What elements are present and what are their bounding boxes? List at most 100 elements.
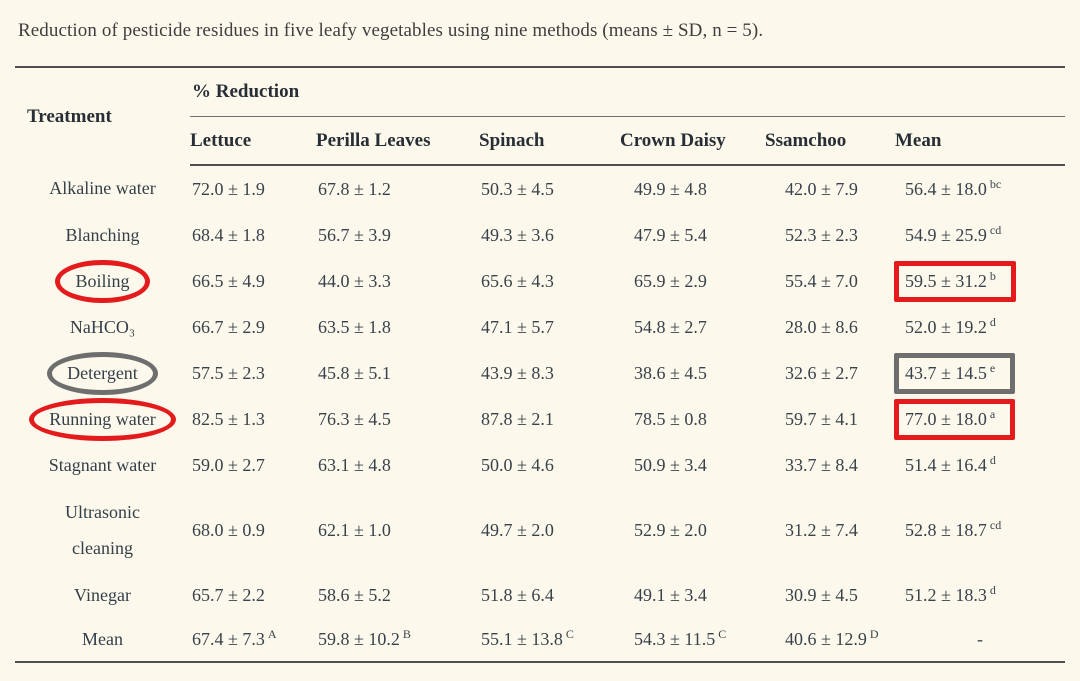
table-row: Blanching 68.4 ± 1.8 56.7 ± 3.9 49.3 ± 3.6 4… (15, 212, 1065, 258)
cell-value: 38.6 ± 4.5 (634, 362, 707, 383)
cell-value: 56.7 ± 3.9 (318, 224, 391, 245)
cell-value: 68.4 ± 1.8 (192, 224, 265, 245)
column-header-lettuce: Lettuce (190, 116, 316, 166)
value-cell: 31.2 ± 7.4 (765, 488, 895, 572)
treatment-label: Alkaline water (49, 178, 156, 198)
value-cell: 52.0 ± 19.2 d (895, 304, 1065, 350)
value-cell: 44.0 ± 3.3 (316, 258, 479, 304)
value-cell: 50.9 ± 3.4 (620, 442, 765, 488)
cell-value: 28.0 ± 8.6 (785, 316, 858, 337)
treatment-cell: Stagnant water (15, 442, 190, 488)
value-cell: 82.5 ± 1.3 (190, 396, 316, 442)
cell-value: 49.7 ± 2.0 (481, 519, 554, 540)
value-cell: 63.1 ± 4.8 (316, 442, 479, 488)
value-cell: 50.0 ± 4.6 (479, 442, 620, 488)
cell-value: 45.8 ± 5.1 (318, 362, 391, 383)
value-cell: 51.4 ± 16.4 d (895, 442, 1065, 488)
significance-superscript: B (402, 627, 411, 641)
table-row: Running water 82.5 ± 1.3 76.3 ± 4.5 87.8 ± … (15, 396, 1065, 442)
cell-value: 67.4 ± 7.3 A (192, 627, 277, 649)
percent-reduction-group-header: % Reduction (190, 67, 1066, 117)
value-cell: 68.4 ± 1.8 (190, 212, 316, 258)
value-cell: 51.8 ± 6.4 (479, 572, 620, 618)
treatment-column-header: Treatment (27, 105, 112, 127)
value-cell: 59.5 ± 31.2 b (894, 258, 1065, 304)
significance-superscript: D (869, 627, 879, 641)
value-cell: 66.7 ± 2.9 (190, 304, 316, 350)
cell-value: 57.5 ± 2.3 (192, 362, 265, 383)
cell-value: 40.6 ± 12.9 D (785, 627, 879, 649)
table-header: Treatment % Reduction Lettuce Perilla Le… (15, 67, 1066, 166)
column-header-crown-daisy: Crown Daisy (620, 116, 765, 166)
cell-value: 87.8 ± 2.1 (481, 408, 554, 429)
cell-value: 72.0 ± 1.9 (192, 178, 265, 199)
value-cell: 49.3 ± 3.6 (479, 212, 620, 258)
cell-value: 77.0 ± 18.0 a (893, 398, 1016, 440)
table-row: Alkaline water 72.0 ± 1.9 67.8 ± 1.2 50.3 ±… (15, 165, 1065, 212)
value-cell: 50.3 ± 4.5 (479, 165, 620, 212)
cell-value: 30.9 ± 4.5 (785, 584, 858, 605)
cell-value: 51.8 ± 6.4 (481, 584, 554, 605)
cell-value: 55.4 ± 7.0 (785, 270, 858, 291)
value-cell: 58.6 ± 5.2 (316, 572, 479, 618)
significance-superscript: C (565, 627, 574, 641)
table-body: Alkaline water 72.0 ± 1.9 67.8 ± 1.2 50.3 ±… (15, 165, 1065, 662)
value-cell: 49.9 ± 4.8 (620, 165, 765, 212)
value-cell: 67.4 ± 7.3 A (190, 618, 316, 662)
cell-value: 82.5 ± 1.3 (192, 408, 265, 429)
value-cell: 63.5 ± 1.8 (316, 304, 479, 350)
treatment-label: Stagnant water (48, 454, 157, 475)
treatment-cell: Mean (15, 618, 190, 662)
table-row: NaHCO₃ 66.7 ± 2.9 63.5 ± 1.8 47.1 ± 5.7 54.8… (15, 304, 1065, 350)
cell-value: 76.3 ± 4.5 (318, 408, 391, 429)
cell-value: 49.9 ± 4.8 (634, 178, 707, 199)
value-cell: 47.9 ± 5.4 (620, 212, 765, 258)
cell-value: 50.9 ± 3.4 (634, 454, 707, 475)
cell-value: 65.9 ± 2.9 (634, 270, 707, 291)
value-cell: 52.8 ± 18.7 cd (895, 488, 1065, 572)
value-cell: 28.0 ± 8.6 (765, 304, 895, 350)
cell-value: 52.9 ± 2.0 (634, 519, 707, 540)
value-cell: 77.0 ± 18.0 a (893, 396, 1065, 442)
treatment-cell: NaHCO₃ (15, 304, 190, 350)
significance-superscript: e (989, 360, 996, 375)
value-cell: 43.7 ± 14.5 e (893, 350, 1065, 396)
cell-value: 63.5 ± 1.8 (318, 316, 391, 337)
cell-value: 52.3 ± 2.3 (785, 224, 858, 245)
significance-superscript: bc (989, 176, 1002, 191)
significance-superscript: d (989, 314, 996, 329)
value-cell: 67.8 ± 1.2 (316, 165, 479, 212)
treatment-cell: Detergent (15, 350, 190, 396)
value-cell: 56.4 ± 18.0 bc (895, 165, 1065, 212)
cell-value: 31.2 ± 7.4 (785, 519, 858, 540)
column-header-ssamchoo: Ssamchoo (765, 116, 895, 166)
cell-value: 47.1 ± 5.7 (481, 316, 554, 337)
cell-value: 67.8 ± 1.2 (318, 178, 391, 199)
table-row: Boiling 66.5 ± 4.9 44.0 ± 3.3 65.6 ± 4.3 65.… (15, 258, 1065, 304)
cell-value: 58.6 ± 5.2 (318, 584, 391, 605)
table-row: Ultrasonic cleaning 68.0 ± 0.9 62.1 ± 1.0 4… (15, 488, 1065, 572)
treatment-label-circled: Running water (29, 397, 177, 441)
value-cell: 52.9 ± 2.0 (620, 488, 765, 572)
cell-value: 59.5 ± 31.2 b (894, 260, 1016, 302)
significance-superscript: b (989, 268, 996, 283)
value-cell: 40.6 ± 12.9 D (765, 618, 895, 662)
cell-value: 44.0 ± 3.3 (318, 270, 391, 291)
cell-value: 50.0 ± 4.6 (481, 454, 554, 475)
value-cell: 66.5 ± 4.9 (190, 258, 316, 304)
treatment-cell: Vinegar (15, 572, 190, 618)
treatment-label: Blanching (65, 224, 140, 245)
treatment-cell: Alkaline water (15, 165, 190, 212)
table-row: Detergent 57.5 ± 2.3 45.8 ± 5.1 43.9 ± 8.3 3… (15, 350, 1065, 396)
cell-value: 49.1 ± 3.4 (634, 584, 707, 605)
residues-table: Treatment % Reduction Lettuce Perilla Le… (15, 66, 1066, 663)
value-cell: 57.5 ± 2.3 (190, 350, 316, 396)
treatment-label-circled: Detergent (47, 351, 158, 395)
value-cell: 33.7 ± 8.4 (765, 442, 895, 488)
cell-value: 43.7 ± 14.5 e (893, 352, 1016, 394)
significance-superscript: C (718, 627, 727, 641)
column-header-perilla-leaves: Perilla Leaves (316, 116, 479, 166)
significance-superscript: d (989, 452, 996, 467)
page: Reduction of pesticide residues in five … (15, 20, 1066, 663)
table-row: Stagnant water 59.0 ± 2.7 63.1 ± 4.8 50.0 ±… (15, 442, 1065, 488)
